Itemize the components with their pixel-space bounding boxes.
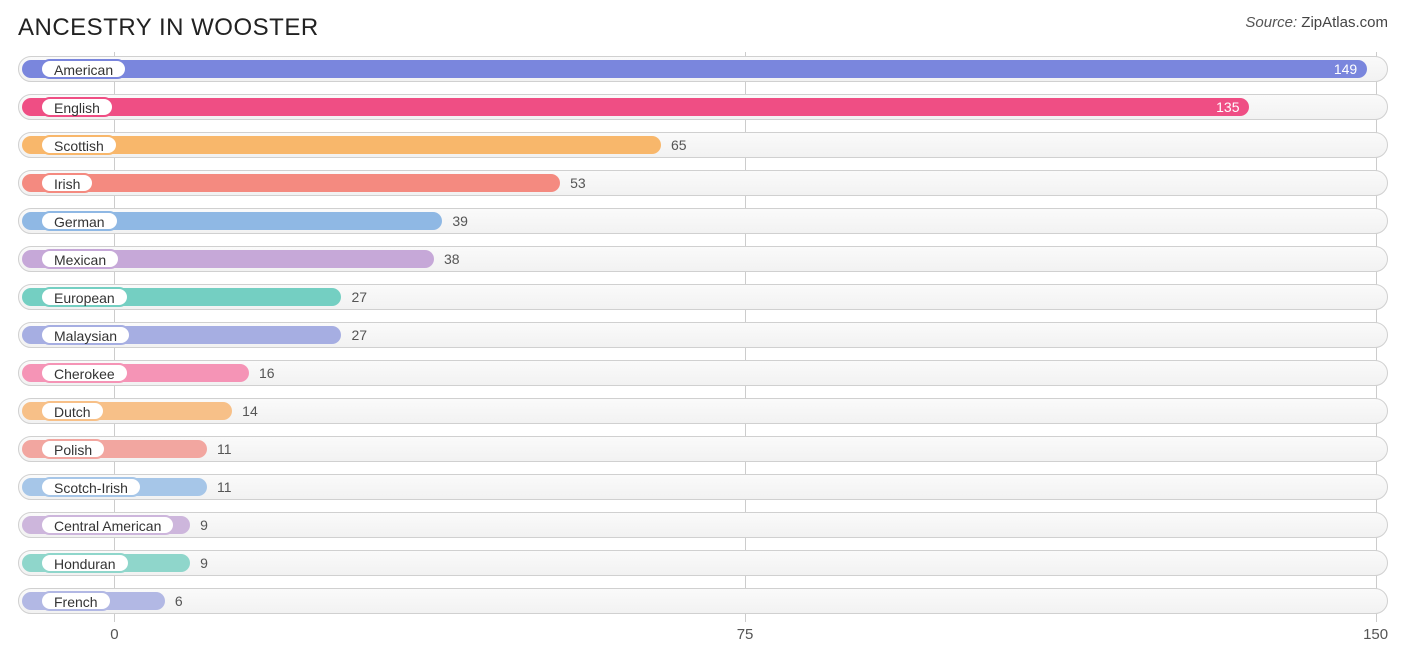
bar-row: Irish 53	[18, 166, 1388, 200]
bar-label: Mexican	[40, 249, 120, 269]
x-axis: 0 75 150	[18, 622, 1388, 652]
bar-value: 53	[570, 175, 586, 191]
bar-value: 16	[259, 365, 275, 381]
x-axis-tick: 0	[110, 626, 118, 643]
bar-row: Honduran 9	[18, 546, 1388, 580]
bar-value: 38	[444, 251, 460, 267]
bar	[22, 98, 1249, 116]
bar-value: 9	[200, 517, 208, 533]
bar	[22, 60, 1367, 78]
x-axis-tick: 150	[1363, 626, 1388, 643]
bar-row: Malaysian 27	[18, 318, 1388, 352]
bar-track	[18, 512, 1388, 538]
bar-value: 9	[200, 555, 208, 571]
bar	[22, 174, 560, 192]
bar-row: English 135	[18, 90, 1388, 124]
bar-label: American	[40, 59, 127, 79]
bar-label: European	[40, 287, 129, 307]
bar-label: Honduran	[40, 553, 130, 573]
source-value: ZipAtlas.com	[1301, 14, 1388, 31]
bar-row: Dutch 14	[18, 394, 1388, 428]
bar-value: 149	[1334, 61, 1357, 77]
bar-value: 6	[175, 593, 183, 609]
bar-label: Malaysian	[40, 325, 131, 345]
chart-source: Source: ZipAtlas.com	[1245, 14, 1388, 31]
bar-track	[18, 588, 1388, 614]
bar-row: Mexican 38	[18, 242, 1388, 276]
bar-track	[18, 550, 1388, 576]
bar-label: German	[40, 211, 119, 231]
chart-container: ANCESTRY IN WOOSTER Source: ZipAtlas.com…	[0, 0, 1406, 644]
bar-value: 27	[351, 289, 367, 305]
bar-label: English	[40, 97, 114, 117]
bar-label: Dutch	[40, 401, 105, 421]
chart-title: ANCESTRY IN WOOSTER	[18, 14, 319, 42]
bar-label: Central American	[40, 515, 175, 535]
bar-row: Central American 9	[18, 508, 1388, 542]
bar-row: European 27	[18, 280, 1388, 314]
bar-label: Scottish	[40, 135, 118, 155]
bar	[22, 136, 661, 154]
x-axis-tick: 75	[737, 626, 754, 643]
bar-row: Cherokee 16	[18, 356, 1388, 390]
bar-label: Irish	[40, 173, 94, 193]
bar-value: 11	[217, 479, 232, 495]
bar-label: Polish	[40, 439, 106, 459]
bar-value: 135	[1216, 99, 1239, 115]
bar-value: 39	[452, 213, 468, 229]
source-label: Source:	[1245, 14, 1297, 31]
bar-row: German 39	[18, 204, 1388, 238]
chart-header: ANCESTRY IN WOOSTER Source: ZipAtlas.com	[18, 14, 1388, 52]
bar-value: 14	[242, 403, 258, 419]
bar-row: Scotch-Irish 11	[18, 470, 1388, 504]
bar-row: French 6	[18, 584, 1388, 618]
bar-label: Scotch-Irish	[40, 477, 142, 497]
bar-row: Polish 11	[18, 432, 1388, 466]
chart-plot-area: American149English135Scottish65Irish53Ge…	[18, 52, 1388, 652]
bar-value: 11	[217, 441, 232, 457]
bar-value: 27	[351, 327, 367, 343]
bar-label: French	[40, 591, 112, 611]
bar-value: 65	[671, 137, 687, 153]
bar-row: American 149	[18, 52, 1388, 86]
bar-label: Cherokee	[40, 363, 129, 383]
bar-row: Scottish 65	[18, 128, 1388, 162]
